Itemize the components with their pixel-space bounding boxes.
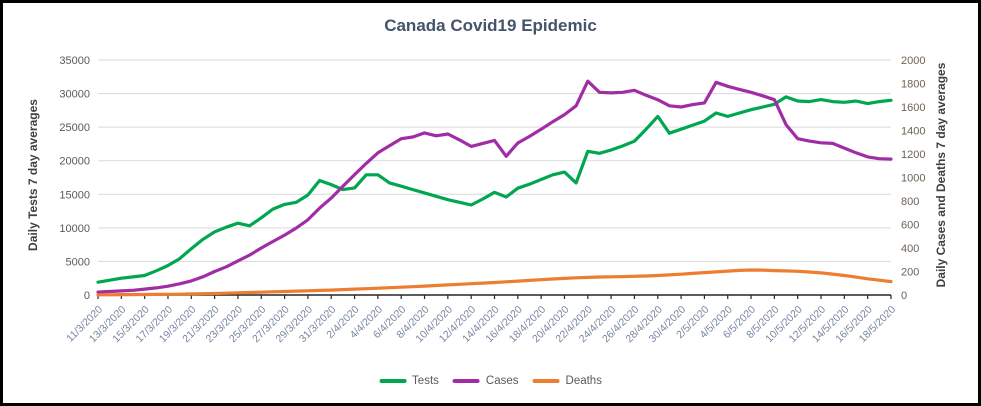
y-right-tick-label: 800 [901, 196, 919, 208]
y-left-tick-label: 30000 [59, 89, 90, 101]
y-left-tick-label: 0 [84, 290, 90, 302]
y-right-tick-label: 0 [901, 290, 907, 302]
plot-area: 0 5000 10000 15000 20000 25000 30000 35000 0 200 4… [59, 55, 925, 345]
legend-label: Cases [485, 375, 519, 387]
series-cases-line [96, 79, 893, 294]
y-right-tick-label: 1800 [901, 79, 925, 91]
series-tests-line [96, 95, 893, 284]
legend-item-deaths: Deaths [532, 375, 602, 387]
y-left-tick-label: 15000 [59, 189, 90, 201]
y-right-tick-label: 1000 [901, 173, 925, 185]
legend-swatch-tests [379, 379, 407, 383]
legend-item-tests: Tests [379, 375, 439, 387]
y-right-tick-label: 1600 [901, 102, 925, 114]
y-left-tick-label: 20000 [59, 156, 90, 168]
y-right-tick-label: 1200 [901, 149, 925, 161]
y-right-tick-label: 1400 [901, 126, 925, 138]
legend-swatch-deaths [532, 379, 560, 383]
y-left-tick-label: 35000 [59, 55, 90, 67]
legend: Tests Cases Deaths [379, 375, 602, 387]
legend-label: Deaths [565, 375, 602, 387]
y-left-tick-label: 5000 [66, 256, 90, 268]
legend-item-cases: Cases [452, 375, 519, 387]
chart-title: Canada Covid19 Epidemic [384, 16, 597, 35]
y-left-tick-label: 25000 [59, 122, 90, 134]
y-right-tick-label: 400 [901, 243, 919, 255]
legend-swatch-cases [452, 379, 480, 383]
y-right-tick-label: 200 [901, 267, 919, 279]
y-right-tick-label: 2000 [901, 55, 925, 67]
y-left-tick-label: 10000 [59, 223, 90, 235]
y-right-tick-label: 600 [901, 220, 919, 232]
legend-label: Tests [412, 375, 439, 387]
series-deaths-line [96, 268, 893, 297]
